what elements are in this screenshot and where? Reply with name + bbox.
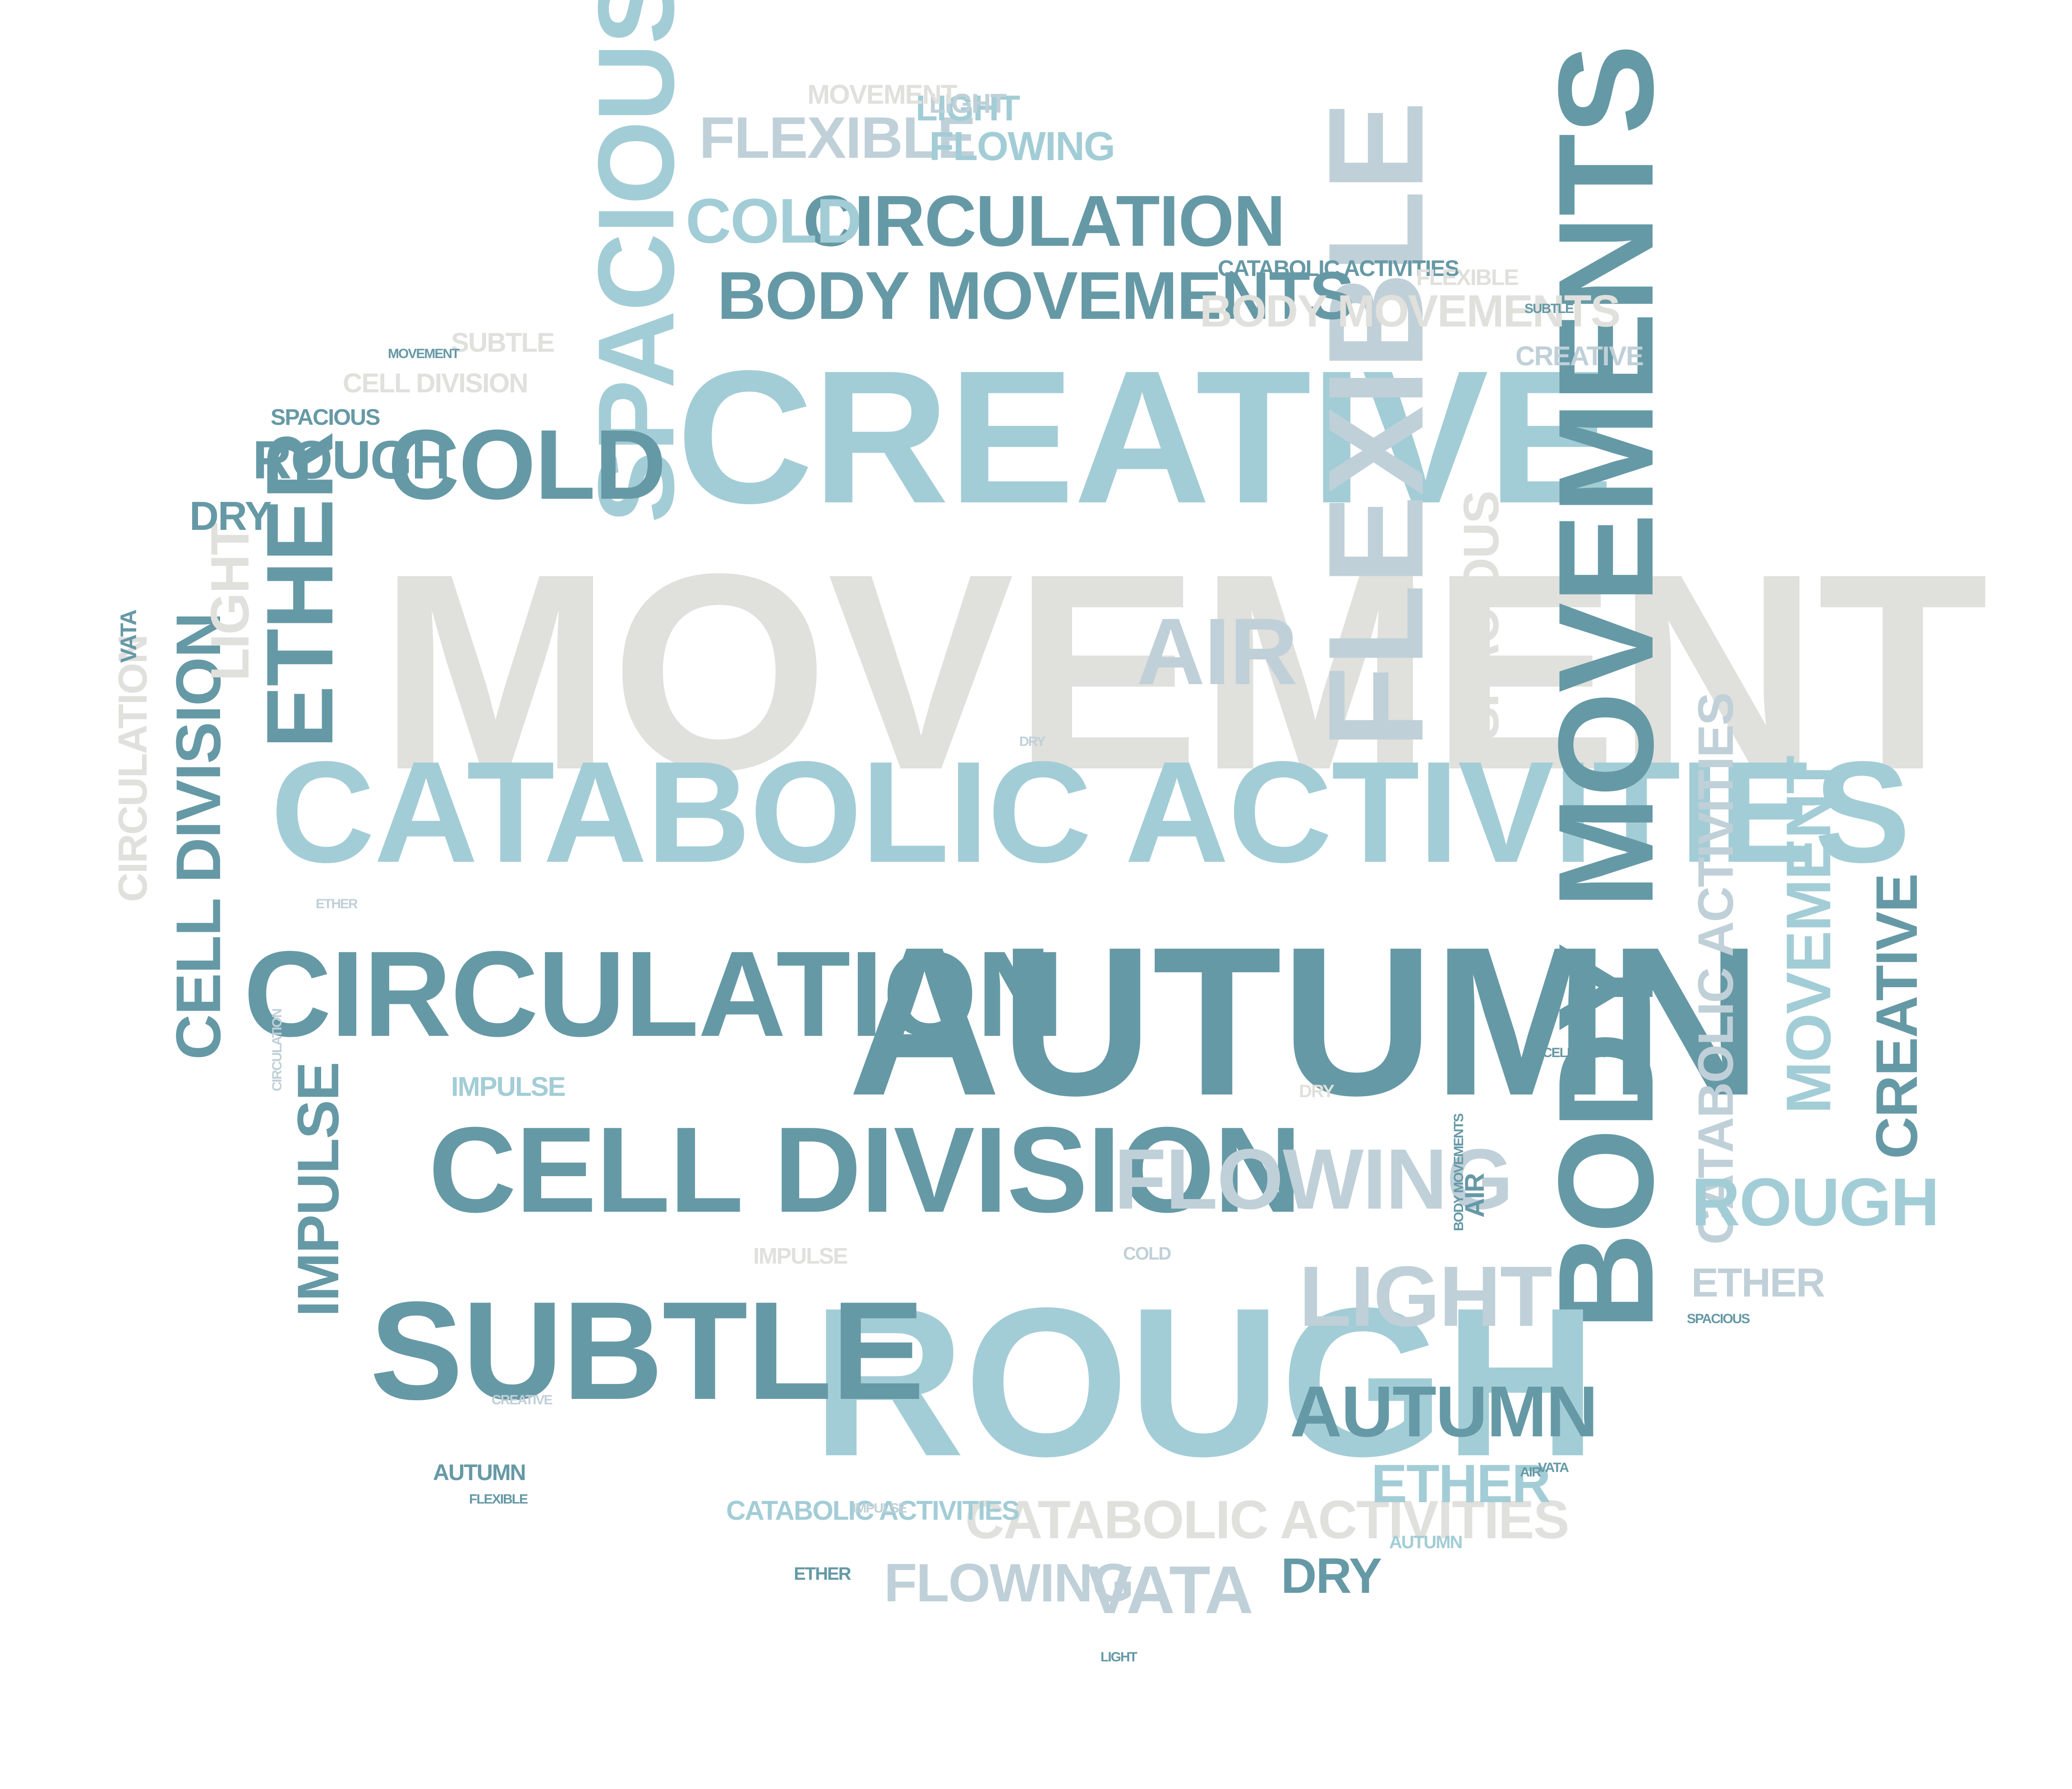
word: CIRCULATION xyxy=(244,926,1064,1062)
word: FLEXIBLE xyxy=(1300,101,1451,749)
word: ETHER xyxy=(316,897,358,911)
word: MOVEMENT xyxy=(388,346,460,361)
word: CATABOLIC ACTIVITIES xyxy=(271,731,1911,892)
word: ETHER xyxy=(1371,1453,1551,1514)
word: CREATIVE xyxy=(677,331,1614,543)
word: SUBTLE xyxy=(1524,301,1574,316)
word: LIGHT xyxy=(1299,1249,1552,1344)
word: CATABOLIC ACTIVITIES xyxy=(1688,693,1744,1245)
word: COLD xyxy=(1123,1244,1171,1264)
word: ROUGH xyxy=(812,1264,1597,1500)
word: SUBTLE xyxy=(370,1272,925,1429)
word: LIGHT xyxy=(916,88,1020,128)
word: CIRCULATION xyxy=(111,635,156,902)
word: CELL DIVISION xyxy=(343,368,529,398)
word: COLD xyxy=(686,185,862,256)
word: DRY xyxy=(1281,1548,1382,1604)
word: FLOWING xyxy=(1114,1131,1513,1227)
word: FLEXIBLE xyxy=(699,105,976,170)
word: BODY MOVEMENTS xyxy=(1200,286,1621,336)
word: BODY MOVEMENTS xyxy=(717,258,1354,333)
word: CELL DIVISION xyxy=(1542,1045,1630,1060)
word: SPACIOUS xyxy=(1454,491,1509,740)
word: SPACIOUS xyxy=(271,405,380,430)
word: ROUGH xyxy=(253,430,451,490)
word: DRY xyxy=(1019,734,1045,749)
word: VATA xyxy=(1538,1460,1569,1475)
word: LIGHT xyxy=(200,523,260,681)
word: MOVEMENT xyxy=(379,516,1988,828)
word: IMPULSE xyxy=(852,1501,907,1516)
word: AUTUMN xyxy=(848,903,1762,1140)
word: MOVEMENT xyxy=(807,79,958,110)
word: CATABOLIC ACTIVITIES xyxy=(965,1490,1570,1550)
word: SUBTLE xyxy=(451,327,555,358)
word: MOVEMENT xyxy=(1773,756,1844,1114)
word: COLD xyxy=(388,409,666,520)
word: SPACIOUS xyxy=(1687,1311,1750,1326)
word: VATA xyxy=(116,610,141,663)
word: AUTUMN xyxy=(1290,1371,1598,1452)
word: IMPULSE xyxy=(753,1243,848,1269)
word: LIGHT xyxy=(1100,1650,1137,1665)
word: AIR xyxy=(1520,1465,1542,1480)
word: FLOWING xyxy=(884,1553,1134,1613)
word: CREATIVE xyxy=(1515,341,1644,371)
word: CIRCULATION xyxy=(270,1009,285,1091)
word: DRY xyxy=(1299,1081,1335,1101)
word: LIGHT xyxy=(929,88,1007,119)
word: IMPULSE xyxy=(451,1072,566,1102)
word: AIR xyxy=(1137,598,1298,704)
word: CREATIVE xyxy=(492,1393,553,1407)
word: ETHER xyxy=(1691,1260,1825,1306)
word: AUTUMN xyxy=(433,1460,526,1485)
word: CELL DIVISION xyxy=(428,1102,1302,1238)
word: BODY MOVEMENTS xyxy=(1451,1114,1466,1231)
word: DRY xyxy=(189,494,272,539)
word: CATABOLIC ACTIVITIES xyxy=(1218,256,1460,281)
word: FLEXIBLE xyxy=(1416,265,1519,290)
word: AUTUMN xyxy=(1389,1532,1463,1552)
word: FLEXIBLE xyxy=(469,1492,528,1507)
word: IMPULSE xyxy=(285,1062,351,1317)
word: VATA xyxy=(1087,1552,1253,1628)
word: CREATIVE xyxy=(1864,874,1929,1159)
word: FLOWING xyxy=(929,124,1115,169)
word: BODY MOVEMENTS xyxy=(1530,45,1681,1330)
word: CATABOLIC ACTIVITIES xyxy=(726,1495,1020,1526)
word: ROUGH xyxy=(1691,1164,1939,1240)
word: CIRCULATION xyxy=(803,180,1285,261)
word: ETHER xyxy=(794,1564,852,1584)
